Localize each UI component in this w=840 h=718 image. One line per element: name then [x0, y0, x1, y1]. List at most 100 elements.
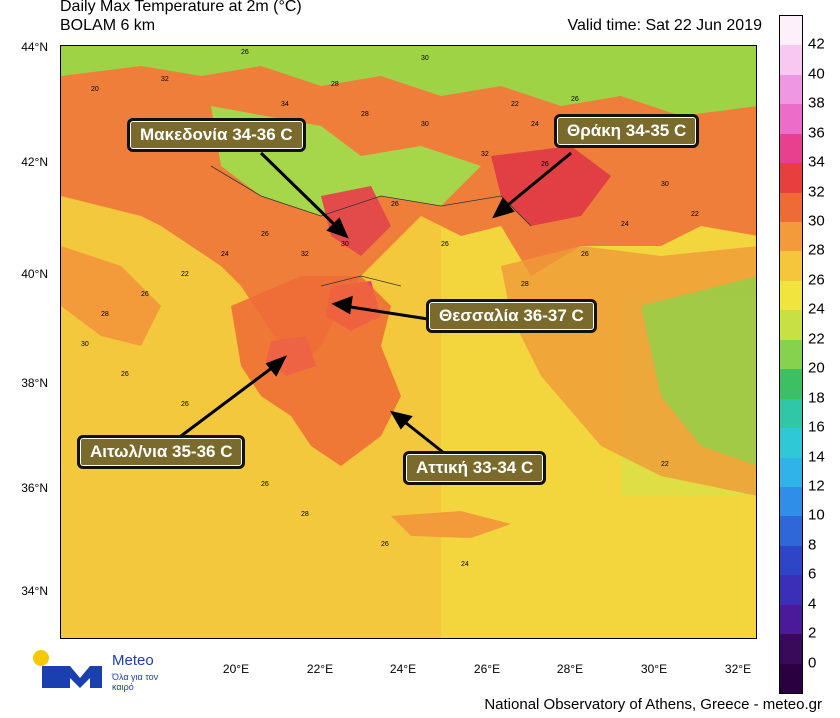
colorbar-tick-label: 18	[808, 389, 825, 407]
colorbar-tick-label: 6	[808, 565, 817, 583]
grid-value-label: 30	[661, 181, 669, 188]
lon-label: 32°E	[724, 662, 752, 676]
grid-value-label: 30	[81, 341, 89, 348]
grid-value-label: 28	[331, 81, 339, 88]
colorbar-segment	[780, 222, 802, 252]
colorbar-tick-label: 30	[808, 212, 825, 230]
colorbar-segment	[780, 74, 802, 105]
sun-icon	[33, 650, 49, 666]
italy-heel	[61, 246, 161, 346]
colorbar-tick-label: 2	[808, 624, 817, 642]
lat-label: 34°N	[21, 584, 48, 598]
footer-credit: National Observatory of Athens, Greece -…	[484, 696, 822, 713]
grid-value-label: 26	[261, 231, 269, 238]
lat-label: 36°N	[21, 481, 48, 495]
map-title: Daily Max Temperature at 2m (°C)	[60, 0, 302, 15]
turkey-green	[641, 276, 756, 466]
grid-value-label: 28	[101, 311, 109, 318]
colorbar-tick-label: 38	[808, 94, 825, 112]
colorbar-segment	[780, 280, 802, 311]
grid-value-label: 32	[481, 151, 489, 158]
callout-arrows	[172, 151, 572, 474]
colorbar-tick-label: 22	[808, 330, 825, 348]
colorbar-tick-label: 32	[808, 183, 825, 201]
colorbar-segment	[780, 398, 802, 429]
colorbar-tick-label: 8	[808, 536, 817, 554]
colorbar-tick-label: 26	[808, 271, 825, 289]
valid-time: Valid time: Sat 22 Jun 2019	[567, 17, 763, 34]
grid-value-label: 30	[341, 241, 349, 248]
grid-value-label: 22	[511, 101, 519, 108]
lon-label: 22°E	[306, 662, 334, 676]
grid-value-label: 26	[181, 401, 189, 408]
colorbar-tick-label: 40	[808, 65, 825, 83]
temperature-map: 26 28 30 32 34 22 20 24 26 28 30 32 26 28 30 22 24 26 28 26…	[60, 45, 757, 639]
lon-label: 24°E	[389, 662, 417, 676]
grid-value-label: 24	[461, 561, 469, 568]
grid-value-label: 30	[421, 55, 429, 62]
grid-value-label: 22	[691, 211, 699, 218]
grid-value-label: 26	[391, 201, 399, 208]
colorbar-segment	[780, 457, 802, 488]
grid-value-label: 34	[281, 101, 289, 108]
grid-value-label: 26	[541, 161, 549, 168]
grid-value-label: 32	[301, 251, 309, 258]
callout-aitoloakarnania: Αιτωλ/νια 35-36 C	[77, 435, 246, 469]
colorbar-tick-label: 14	[808, 448, 825, 466]
colorbar-tick-label: 42	[808, 35, 825, 53]
colorbar-segment	[780, 192, 802, 223]
colorbar-tick-label: 34	[808, 153, 825, 171]
grid-value-label: 28	[521, 281, 529, 288]
colorbar-segment	[780, 663, 802, 694]
colorbar-segment	[780, 604, 802, 635]
logo-text: Meteo	[112, 652, 154, 669]
colorbar-tick-label: 4	[808, 595, 817, 613]
colorbar-segment	[780, 310, 802, 341]
colorbar-tick-label: 20	[808, 359, 825, 377]
grid-value-label: 28	[361, 111, 369, 118]
grid-value-label: 20	[91, 86, 99, 93]
callout-makedonia: Μακεδονία 34-36 C	[127, 118, 306, 152]
logo-tagline: Όλα για τον καιρό	[112, 672, 159, 692]
red-macedonia	[321, 186, 391, 256]
colorbar-tick-label: 12	[808, 477, 825, 495]
colorbar-tick-label: 28	[808, 241, 825, 259]
colorbar-segment	[780, 45, 802, 76]
lat-label: 44°N	[21, 40, 48, 54]
grid-value-label: 26	[261, 481, 269, 488]
grid-value-label: 28	[301, 511, 309, 518]
model-name: BOLAM 6 km	[60, 17, 156, 34]
lat-label: 42°N	[21, 155, 48, 169]
colorbar-tick-label: 24	[808, 300, 825, 318]
meteo-logo	[33, 650, 102, 688]
colorbar-segment	[780, 251, 802, 282]
callout-thraki: Θράκη 34-35 C	[554, 114, 700, 148]
grid-value-label: 24	[531, 121, 539, 128]
colorbar-segment	[780, 16, 802, 46]
colorbar-segment	[780, 575, 802, 606]
grid-value-label: 30	[421, 121, 429, 128]
lon-label: 26°E	[473, 662, 501, 676]
lon-label: 28°E	[556, 662, 584, 676]
colorbar	[779, 15, 803, 694]
grid-value-label: 26	[241, 49, 249, 56]
green-north	[61, 46, 756, 116]
grid-value-label: 26	[141, 291, 149, 298]
colorbar-tick-label: 36	[808, 124, 825, 142]
colorbar-segment	[780, 133, 802, 164]
lon-label: 20°E	[222, 662, 250, 676]
greece-mainland	[231, 276, 401, 466]
colorbar-segment	[780, 428, 802, 458]
colorbar-segment	[780, 516, 802, 547]
grid-value-label: 24	[621, 221, 629, 228]
colorbar-segment	[780, 634, 802, 665]
colorbar-segment	[780, 369, 802, 400]
callout-thessalia: Θεσσαλία 36-37 C	[426, 299, 597, 333]
crete	[391, 511, 511, 538]
colorbar-segment	[780, 163, 802, 194]
callout-attiki: Αττική 33-34 C	[403, 451, 547, 485]
grid-value-label: 26	[381, 541, 389, 548]
lon-label: 30°E	[640, 662, 668, 676]
lat-label: 38°N	[21, 376, 48, 390]
grid-value-label: 26	[581, 251, 589, 258]
